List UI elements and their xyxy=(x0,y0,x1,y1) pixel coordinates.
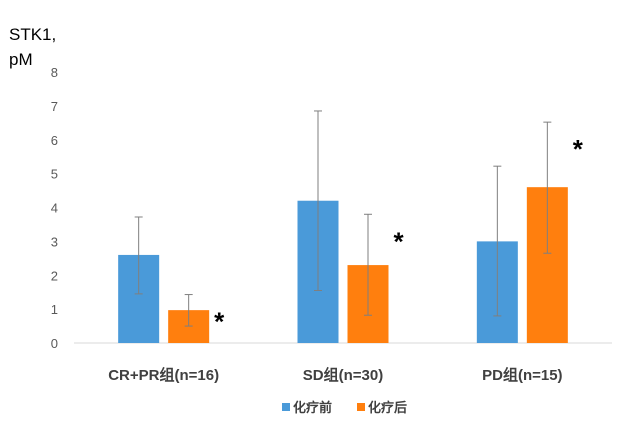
y-tick-label: 6 xyxy=(51,133,58,148)
y-tick-label: 7 xyxy=(51,99,58,114)
significance-marker: * xyxy=(573,134,584,164)
y-tick-label: 0 xyxy=(51,336,58,351)
y-axis-label-line-1: STK1, xyxy=(9,25,56,44)
y-tick-label: 3 xyxy=(51,234,58,249)
y-tick-label: 1 xyxy=(51,302,58,317)
x-category-label: SD组(n=30) xyxy=(303,366,383,384)
x-category-label: CR+PR组(n=16) xyxy=(108,366,219,384)
x-category-label: PD组(n=15) xyxy=(482,366,562,384)
legend-swatch xyxy=(282,403,290,411)
plot-area: 0 1 2 3 4 5 6 7 8 * CR+PR组(n=16) * SD组(n=30) * PD组(n=1… xyxy=(51,65,612,384)
legend-label: 化疗前 xyxy=(293,400,332,415)
legend: 化疗前 化疗后 xyxy=(282,400,407,415)
y-tick-label: 5 xyxy=(51,167,58,182)
legend-label: 化疗后 xyxy=(368,400,407,415)
y-tick-label: 4 xyxy=(51,201,58,216)
legend-swatch xyxy=(357,403,365,411)
y-tick-label: 2 xyxy=(51,268,58,283)
significance-marker: * xyxy=(214,307,225,337)
significance-marker: * xyxy=(393,226,404,256)
y-axis-label-line-2: pM xyxy=(9,50,33,69)
y-tick-label: 8 xyxy=(51,65,58,80)
